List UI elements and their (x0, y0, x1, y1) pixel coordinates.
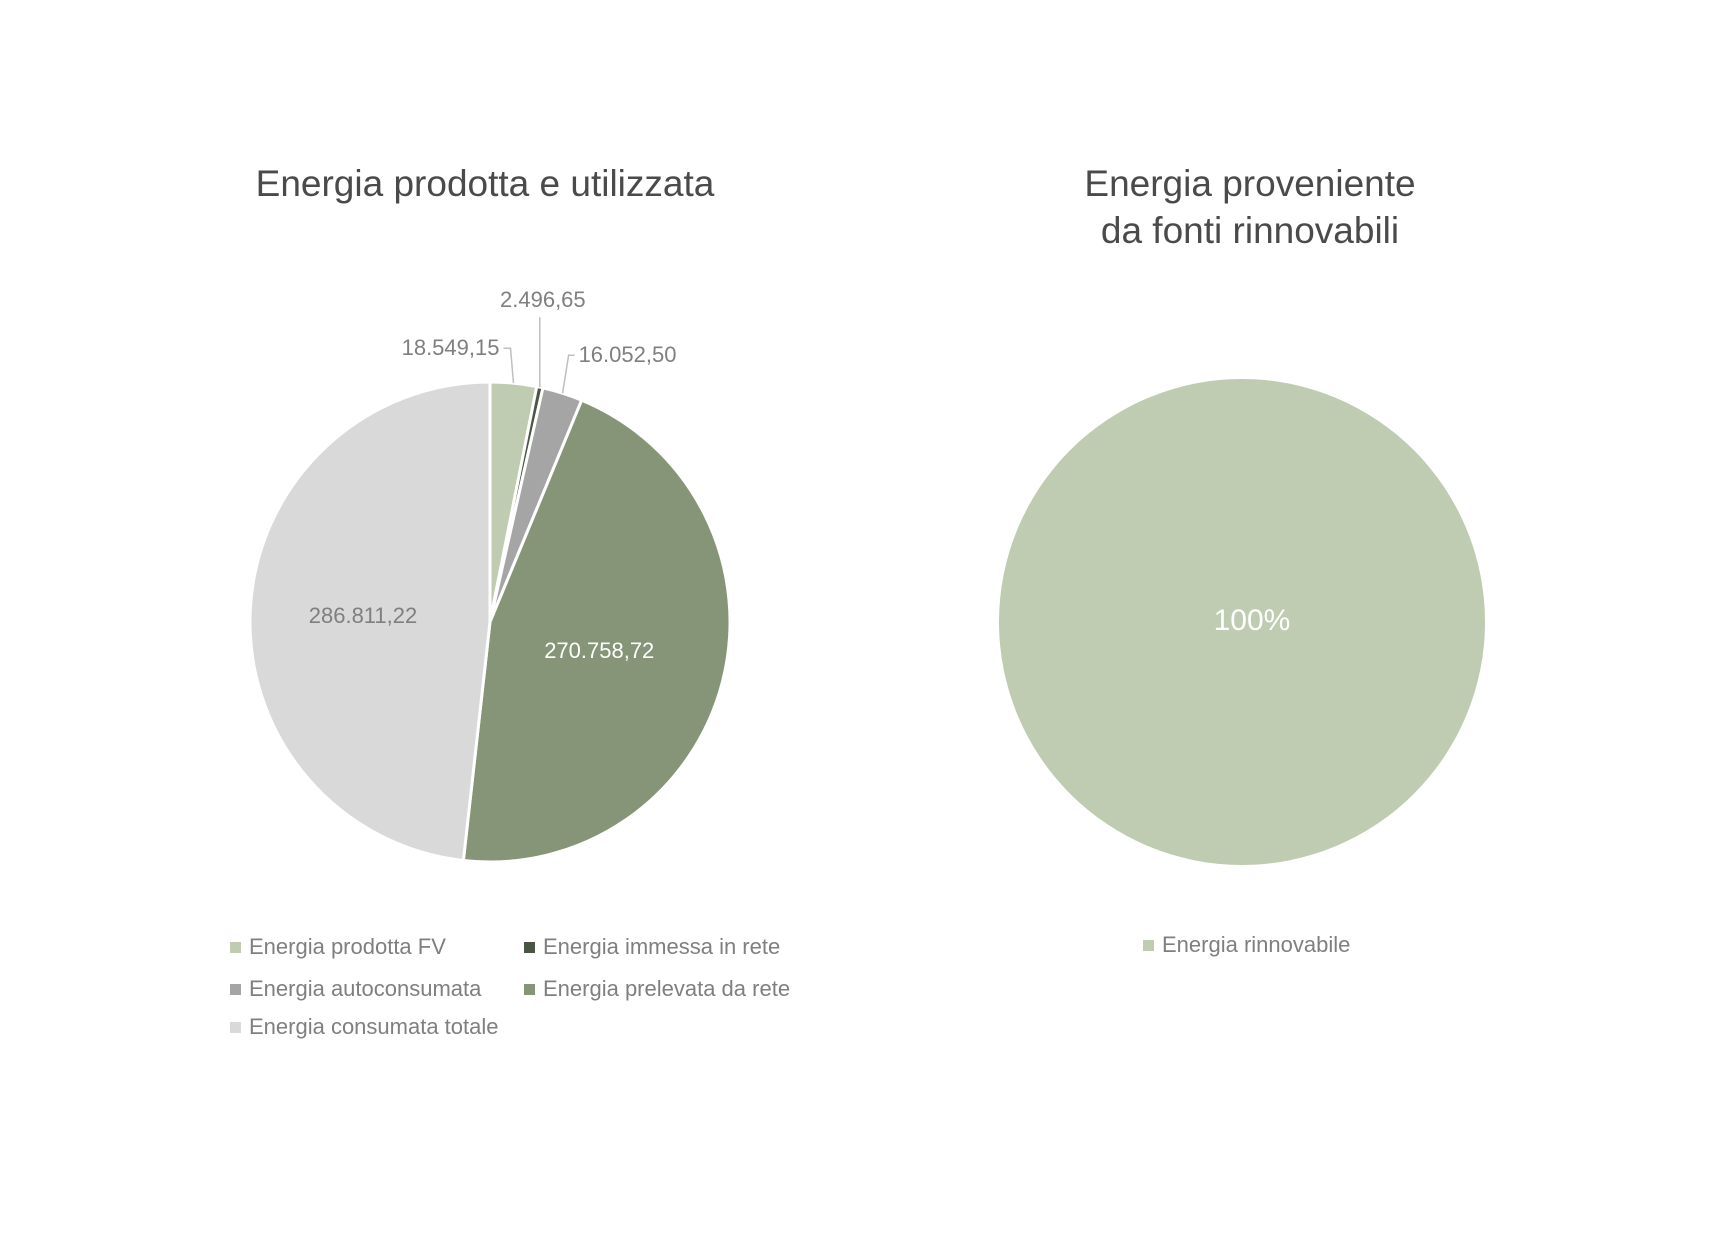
legend-label-energia-prelevata-da-rete: Energia prelevata da rete (543, 976, 791, 1001)
leader-line-energia-autoconsumata (561, 354, 575, 394)
data-label-energia-immessa-in-rete: 2.496,65 (500, 287, 586, 312)
legend-swatch-energia-autoconsumata (230, 983, 241, 995)
leader-line-energia-prodotta-fv (503, 347, 515, 384)
pie-slice-energia-rinnovabile (999, 379, 1485, 865)
data-label-energia-rinnovabile: 100% (1214, 604, 1291, 637)
legend-item-energia-immessa-in-rete: Energia immessa in rete (524, 934, 780, 960)
data-label-energia-consumata-totale: 286.811,22 (309, 603, 417, 628)
legend-item-energia-prelevata-da-rete: Energia prelevata da rete (524, 976, 790, 1002)
legend-item-energia-prodotta-fv: Energia prodotta FV (230, 934, 446, 960)
pie-slice-energia-consumata-totale (248, 380, 492, 863)
legend-swatch-energia-prelevata-da-rete (524, 983, 535, 995)
legend-label-energia-rinnovabile: Energia rinnovabile (1162, 932, 1351, 957)
legend-swatch-energia-consumata-totale (230, 1021, 241, 1033)
chart-title-line-1: Energia proveniente (1084, 163, 1416, 204)
legend-label-energia-immessa-in-rete: Energia immessa in rete (543, 934, 781, 959)
legend-item-energia-consumata-totale: Energia consumata totale (230, 1014, 499, 1040)
legend-label-energia-autoconsumata: Energia autoconsumata (249, 976, 482, 1001)
legend-swatch-energia-prodotta-fv (230, 941, 241, 953)
chart-title-energy-produced-used: Energia prodotta e utilizzata (255, 163, 715, 204)
legend-item-energia-rinnovabile: Energia rinnovabile (1143, 932, 1350, 958)
data-label-energia-prodotta-fv: 18.549,15 (402, 335, 500, 360)
chart-title-line-2: da fonti rinnovabili (1100, 210, 1400, 251)
chart-title-renewable-energy: Energia proveniente da fonti rinnovabili (1030, 160, 1470, 254)
legend-label-energia-prodotta-fv: Energia prodotta FV (249, 934, 446, 959)
legend-swatch-energia-rinnovabile (1143, 939, 1154, 951)
legend-label-energia-consumata-totale: Energia consumata totale (249, 1014, 499, 1039)
legend-swatch-energia-immessa-in-rete (524, 941, 535, 953)
pie-slice-energia-prelevata-da-rete (461, 398, 732, 864)
legend-item-energia-autoconsumata: Energia autoconsumata (230, 976, 481, 1002)
data-label-energia-prelevata-da-rete: 270.758,72 (544, 638, 654, 663)
data-label-energia-autoconsumata: 16.052,50 (579, 342, 677, 367)
